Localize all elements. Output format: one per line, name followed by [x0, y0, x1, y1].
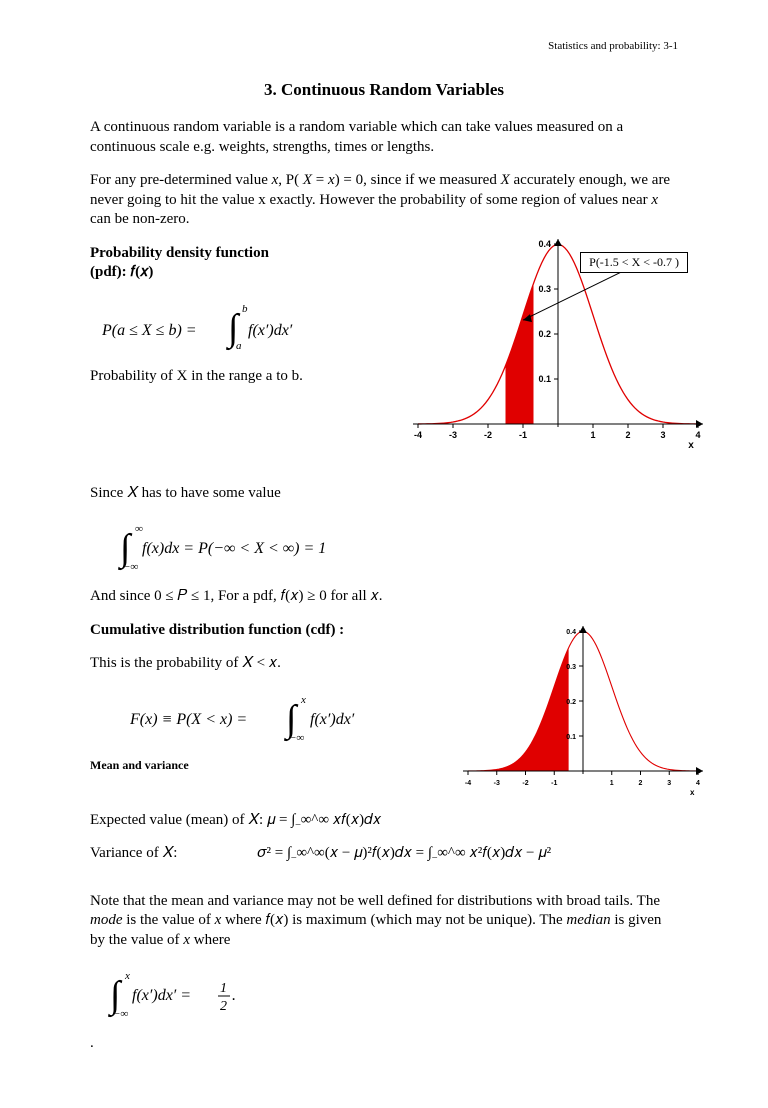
formula-integral-one: ∫ ∞ −∞ f(x)dx = P(−∞ < X < ∞) = 1: [90, 517, 678, 573]
callout-text: P(-1.5 < X < -0.7 ): [589, 255, 679, 269]
svg-text:0.4: 0.4: [538, 239, 551, 249]
var-x: x: [328, 172, 335, 188]
text: For any pre-determined value: [90, 172, 272, 188]
svg-text:P(a ≤ X ≤ b) =: P(a ≤ X ≤ b) =: [102, 322, 197, 339]
text: , P(: [278, 172, 303, 188]
text: where: [190, 932, 230, 948]
var-x: x: [183, 932, 190, 948]
cdf-text: This is the probability of 𝑋 < 𝑥.: [90, 654, 400, 674]
svg-text:b: b: [242, 303, 248, 315]
cdf-left-column: Cumulative distribution function (cdf) :…: [90, 621, 400, 773]
svg-text:0.1: 0.1: [566, 734, 576, 741]
svg-text:0.3: 0.3: [566, 664, 576, 671]
svg-text:3: 3: [667, 780, 671, 787]
integral-svg: F(x) ≡ P(X < x) = ∫ x −∞ f(x′)dx′: [130, 688, 390, 744]
page-header: Statistics and probability: 3-1: [90, 40, 678, 52]
var-X: X: [501, 172, 510, 188]
intro-paragraph-1: A continuous random variable is a random…: [90, 118, 678, 157]
svg-text:-4: -4: [465, 780, 471, 787]
page-title: 3. Continuous Random Variables: [90, 80, 678, 100]
svg-text:−∞: −∞: [289, 732, 304, 744]
text: Note that the mean and variance may not …: [90, 893, 660, 909]
svg-text:-1: -1: [519, 430, 527, 440]
svg-text:-4: -4: [414, 430, 422, 440]
svg-text:1: 1: [590, 430, 595, 440]
svg-text:2: 2: [220, 999, 227, 1014]
text: Probability density function: [90, 245, 269, 261]
svg-text:a: a: [236, 340, 242, 352]
svg-text:∞: ∞: [135, 523, 143, 535]
pdf-heading: Probability density function (pdf): 𝑓(𝑥): [90, 244, 350, 283]
svg-text:0.2: 0.2: [538, 329, 551, 339]
svg-text:F(x) ≡ P(X < x) =: F(x) ≡ P(X < x) =: [130, 711, 247, 728]
pdf-left-column: Probability density function (pdf): 𝑓(𝑥)…: [90, 244, 350, 387]
svg-text:−∞: −∞: [123, 561, 138, 573]
svg-text:4: 4: [695, 430, 700, 440]
integral-svg: ∫ ∞ −∞ f(x)dx = P(−∞ < X < ∞) = 1: [90, 517, 400, 573]
svg-text:f(x)dx = P(−∞ < X < ∞) = 1: f(x)dx = P(−∞ < X < ∞) = 1: [142, 540, 326, 557]
svg-text:x: x: [690, 788, 695, 797]
formula-prob-ab: P(a ≤ X ≤ b) = ∫ b a f(x′)dx′: [102, 297, 350, 353]
svg-text:x: x: [688, 440, 694, 451]
svg-text:.: .: [232, 987, 236, 1004]
svg-text:0.3: 0.3: [538, 284, 551, 294]
text: (pdf): 𝑓(𝑥): [90, 264, 153, 280]
page-container: Statistics and probability: 3-1 3. Conti…: [0, 0, 768, 1108]
svg-text:f(x′)dx′: f(x′)dx′: [248, 322, 293, 339]
svg-text:1: 1: [610, 780, 614, 787]
svg-text:-3: -3: [449, 430, 457, 440]
mean-variance-heading: Mean and variance: [90, 758, 400, 773]
svg-text:2: 2: [625, 430, 630, 440]
text: =: [312, 172, 328, 188]
svg-text:x: x: [124, 970, 130, 982]
pdf-section: Probability density function (pdf): 𝑓(𝑥)…: [90, 244, 678, 484]
variance-label: Variance of 𝑋:: [90, 844, 177, 864]
chart-svg: -4 -3 -2 -1 1 2 3 4x 0.1 0.2 0.3 0.4: [428, 621, 708, 801]
cdf-chart: -4 -3 -2 -1 1 2 3 4x 0.1 0.2 0.3 0.4: [428, 621, 708, 801]
formula-median: ∫ x −∞ f(x′)dx′ = 1 2 .: [90, 964, 678, 1020]
text: is the value of: [123, 912, 215, 928]
var-X: X: [303, 172, 312, 188]
svg-text:0.2: 0.2: [566, 699, 576, 706]
prob-range-text: Probability of X in the range a to b.: [90, 367, 350, 387]
text: ) = 0, since if we measured: [335, 172, 501, 188]
svg-text:3: 3: [660, 430, 665, 440]
svg-text:f(x′)dx′: f(x′)dx′: [310, 711, 355, 728]
svg-text:0.1: 0.1: [538, 374, 551, 384]
integral-svg: P(a ≤ X ≤ b) = ∫ b a f(x′)dx′: [102, 297, 322, 353]
callout-box: P(-1.5 < X < -0.7 ): [580, 252, 688, 273]
svg-text:f(x′)dx′ =: f(x′)dx′ =: [132, 987, 191, 1004]
text: can be non-zero.: [90, 211, 190, 227]
variance-formula: 𝜎² = ∫₋∞^∞(𝑥 − 𝜇)²𝑓(𝑥)𝑑𝑥 = ∫₋∞^∞ 𝑥²𝑓(𝑥)𝑑…: [257, 844, 551, 864]
svg-text:-2: -2: [484, 430, 492, 440]
svg-text:-1: -1: [551, 780, 557, 787]
svg-text:-2: -2: [522, 780, 528, 787]
text: where 𝑓(𝑥) is maximum (which may not be …: [221, 912, 566, 928]
svg-text:x: x: [300, 694, 306, 706]
median-word: median: [566, 912, 610, 928]
cdf-section: Cumulative distribution function (cdf) :…: [90, 621, 678, 811]
variance-line: Variance of 𝑋: 𝜎² = ∫₋∞^∞(𝑥 − 𝜇)²𝑓(𝑥)𝑑𝑥 …: [90, 844, 678, 864]
formula-cdf: F(x) ≡ P(X < x) = ∫ x −∞ f(x′)dx′: [130, 688, 400, 744]
svg-text:-3: -3: [494, 780, 500, 787]
cdf-heading: Cumulative distribution function (cdf) :: [90, 621, 400, 641]
svg-text:2: 2: [639, 780, 643, 787]
mode-word: mode: [90, 912, 123, 928]
since-p-text: And since 0 ≤ 𝑃 ≤ 1, For a pdf, 𝑓(𝑥) ≥ 0…: [90, 587, 678, 607]
note-paragraph: Note that the mean and variance may not …: [90, 892, 678, 951]
svg-text:−∞: −∞: [113, 1008, 128, 1020]
mean-text: Expected value (mean) of 𝑋: 𝜇 = ∫₋∞^∞ 𝑥𝑓…: [90, 811, 678, 831]
svg-text:0.4: 0.4: [566, 629, 576, 636]
integral-svg: ∫ x −∞ f(x′)dx′ = 1 2 .: [90, 964, 270, 1020]
since-value-text: Since 𝑋 has to have some value: [90, 484, 678, 504]
svg-text:4: 4: [696, 780, 700, 787]
trailing-dot: .: [90, 1034, 678, 1054]
var-x: x: [651, 192, 658, 208]
intro-paragraph-2: For any pre-determined value x , P( X = x…: [90, 171, 678, 230]
